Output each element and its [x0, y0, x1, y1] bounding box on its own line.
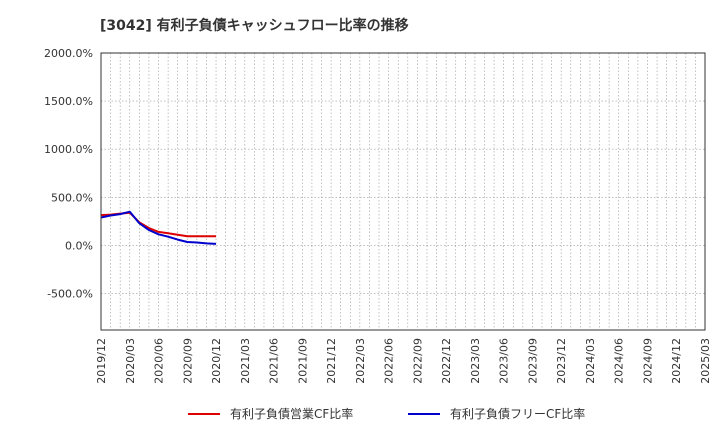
plot-frame — [100, 52, 706, 331]
y-axis-ticks: 2000.0% 1500.0% 1000.0% 500.0% 0.0% -500.0% — [44, 47, 93, 300]
x-tick-label: 2022/12 — [440, 338, 453, 384]
x-tick-label: 2020/03 — [124, 338, 137, 384]
x-tick-label: 2024/06 — [613, 338, 626, 384]
x-tick-label: 2020/12 — [210, 338, 223, 384]
series-line — [100, 211, 216, 238]
x-tick-label: 2025/03 — [699, 338, 712, 384]
series-lines — [100, 210, 217, 245]
legend: 有利子負債営業CF比率 有利子負債フリーCF比率 — [188, 406, 585, 421]
legend-label: 有利子負債フリーCF比率 — [450, 406, 585, 421]
y-tick-label: 2000.0% — [44, 47, 93, 60]
x-tick-label: 2022/06 — [383, 338, 396, 384]
y-tick-label: 1500.0% — [44, 95, 93, 108]
y-tick-label: 0.0% — [65, 239, 93, 252]
series-line — [100, 210, 217, 245]
x-tick-label: 2021/03 — [239, 338, 252, 384]
x-tick-label: 2024/03 — [584, 338, 597, 384]
x-tick-label: 2024/12 — [670, 338, 683, 384]
y-tick-label: 1000.0% — [44, 143, 93, 156]
chart-title: [3042] 有利子負債キャッシュフロー比率の推移 — [100, 17, 409, 34]
x-tick-label: 2023/09 — [526, 338, 539, 384]
x-axis-ticks: 2019/12 2020/03 2020/06 2020/09 2020/12 2021/… — [95, 338, 712, 384]
x-tick-label: 2023/12 — [555, 338, 568, 384]
x-tick-label: 2019/12 — [95, 338, 108, 384]
x-tick-label: 2020/06 — [153, 338, 166, 384]
x-tick-label: 2021/09 — [296, 338, 309, 384]
x-tick-label: 2023/03 — [469, 338, 482, 384]
y-tick-label: -500.0% — [47, 287, 93, 300]
x-tick-label: 2022/09 — [411, 338, 424, 384]
grid — [100, 52, 706, 330]
x-tick-label: 2023/06 — [498, 338, 511, 384]
x-tick-label: 2022/03 — [354, 338, 367, 384]
x-tick-label: 2021/12 — [325, 338, 338, 384]
x-tick-label: 2020/09 — [181, 338, 194, 384]
x-tick-label: 2021/06 — [268, 338, 281, 384]
legend-label: 有利子負債営業CF比率 — [230, 406, 353, 421]
y-tick-label: 500.0% — [51, 191, 93, 204]
x-tick-label: 2024/09 — [641, 338, 654, 384]
